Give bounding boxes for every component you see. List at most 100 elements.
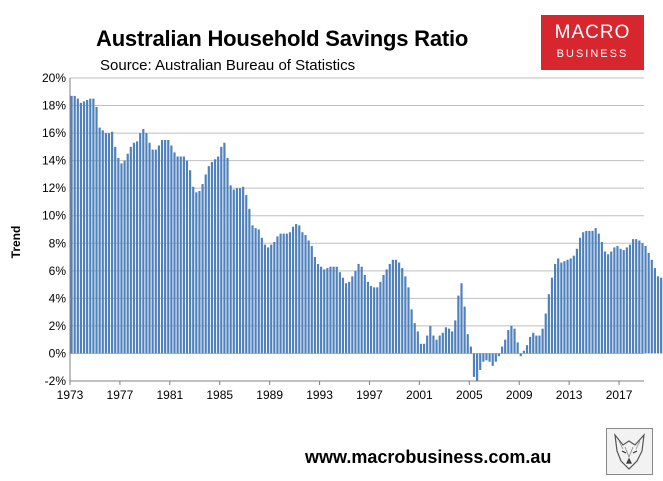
y-tick-label: 14% bbox=[42, 154, 66, 168]
y-tick-label: 20% bbox=[42, 71, 66, 85]
bar bbox=[554, 263, 557, 354]
bar bbox=[401, 268, 404, 354]
bar bbox=[86, 100, 89, 354]
bar bbox=[132, 142, 136, 354]
bar bbox=[182, 156, 185, 354]
bar bbox=[398, 262, 401, 354]
chart-axes bbox=[69, 78, 644, 385]
bar bbox=[139, 133, 142, 354]
bar bbox=[142, 128, 145, 354]
bar bbox=[229, 185, 232, 354]
bar bbox=[245, 195, 248, 354]
bar bbox=[257, 229, 260, 354]
bar bbox=[532, 332, 535, 354]
bar bbox=[366, 281, 370, 354]
bar bbox=[578, 237, 582, 354]
bar bbox=[104, 133, 107, 354]
bar bbox=[479, 353, 482, 370]
logo-line-macro: MACRO bbox=[554, 22, 631, 43]
bar bbox=[348, 281, 351, 354]
x-tick-label: 2009 bbox=[506, 388, 533, 402]
y-tick-label: -2% bbox=[45, 374, 67, 388]
bar bbox=[422, 343, 426, 354]
bar bbox=[379, 281, 382, 354]
bar bbox=[519, 353, 522, 357]
bar bbox=[497, 353, 501, 357]
bar bbox=[248, 208, 251, 354]
bar bbox=[650, 259, 653, 354]
bar bbox=[210, 162, 214, 354]
bar bbox=[369, 285, 373, 354]
bar bbox=[622, 250, 625, 354]
x-tick-label: 1997 bbox=[356, 388, 383, 402]
bar bbox=[472, 353, 476, 377]
bar bbox=[407, 287, 410, 354]
bar bbox=[341, 277, 345, 354]
bar bbox=[279, 233, 282, 354]
bar bbox=[301, 232, 304, 354]
bar bbox=[251, 225, 254, 354]
bar bbox=[185, 160, 189, 354]
y-tick-label: 4% bbox=[49, 291, 67, 305]
x-tick-label: 1985 bbox=[206, 388, 233, 402]
bar bbox=[145, 133, 148, 354]
x-tick-label: 1981 bbox=[156, 388, 183, 402]
bar bbox=[170, 145, 173, 354]
wolf-head-icon bbox=[606, 428, 653, 475]
bar bbox=[154, 149, 157, 354]
bar bbox=[329, 266, 332, 354]
chart-subtitle: Source: Australian Bureau of Statistics bbox=[100, 57, 356, 74]
bar bbox=[201, 184, 204, 354]
bar bbox=[460, 283, 463, 354]
x-tick-label: 2001 bbox=[406, 388, 433, 402]
bar bbox=[107, 133, 111, 354]
bar bbox=[338, 272, 341, 354]
bar bbox=[447, 328, 451, 354]
bar bbox=[529, 336, 532, 354]
bar bbox=[582, 232, 585, 354]
bar bbox=[516, 342, 519, 354]
bar bbox=[357, 263, 360, 354]
bar bbox=[226, 157, 229, 354]
bar bbox=[394, 259, 398, 354]
y-tick-label: 16% bbox=[42, 126, 66, 140]
y-axis-label: Trend bbox=[9, 226, 23, 259]
bar bbox=[267, 247, 270, 354]
bar bbox=[273, 241, 276, 354]
bar bbox=[213, 159, 217, 354]
bar bbox=[525, 345, 529, 354]
bar bbox=[404, 276, 407, 354]
bar bbox=[167, 139, 170, 354]
bar bbox=[73, 95, 76, 354]
x-tick-label: 2013 bbox=[556, 388, 583, 402]
bar bbox=[76, 98, 79, 354]
bar bbox=[507, 330, 510, 354]
bar bbox=[344, 283, 348, 354]
bar bbox=[594, 228, 597, 354]
bar bbox=[260, 237, 263, 354]
bar bbox=[575, 248, 579, 354]
bar bbox=[476, 353, 479, 381]
y-tick-label: 2% bbox=[49, 319, 67, 333]
bar bbox=[429, 325, 432, 354]
bar bbox=[644, 246, 647, 354]
bar bbox=[114, 146, 117, 354]
y-tick-label: 6% bbox=[49, 264, 67, 278]
bar bbox=[291, 226, 295, 354]
bar bbox=[288, 232, 292, 354]
bar bbox=[307, 240, 310, 354]
bar bbox=[313, 257, 316, 354]
bar bbox=[631, 239, 635, 354]
bar bbox=[79, 102, 83, 354]
bar bbox=[557, 258, 560, 354]
bar bbox=[444, 327, 447, 354]
bar bbox=[603, 251, 607, 354]
bar bbox=[195, 192, 198, 354]
bar bbox=[454, 320, 457, 354]
bar bbox=[560, 262, 563, 354]
bar bbox=[451, 331, 454, 354]
bar bbox=[98, 127, 101, 354]
bar bbox=[510, 325, 513, 354]
bar bbox=[129, 146, 132, 354]
bar bbox=[326, 268, 329, 354]
